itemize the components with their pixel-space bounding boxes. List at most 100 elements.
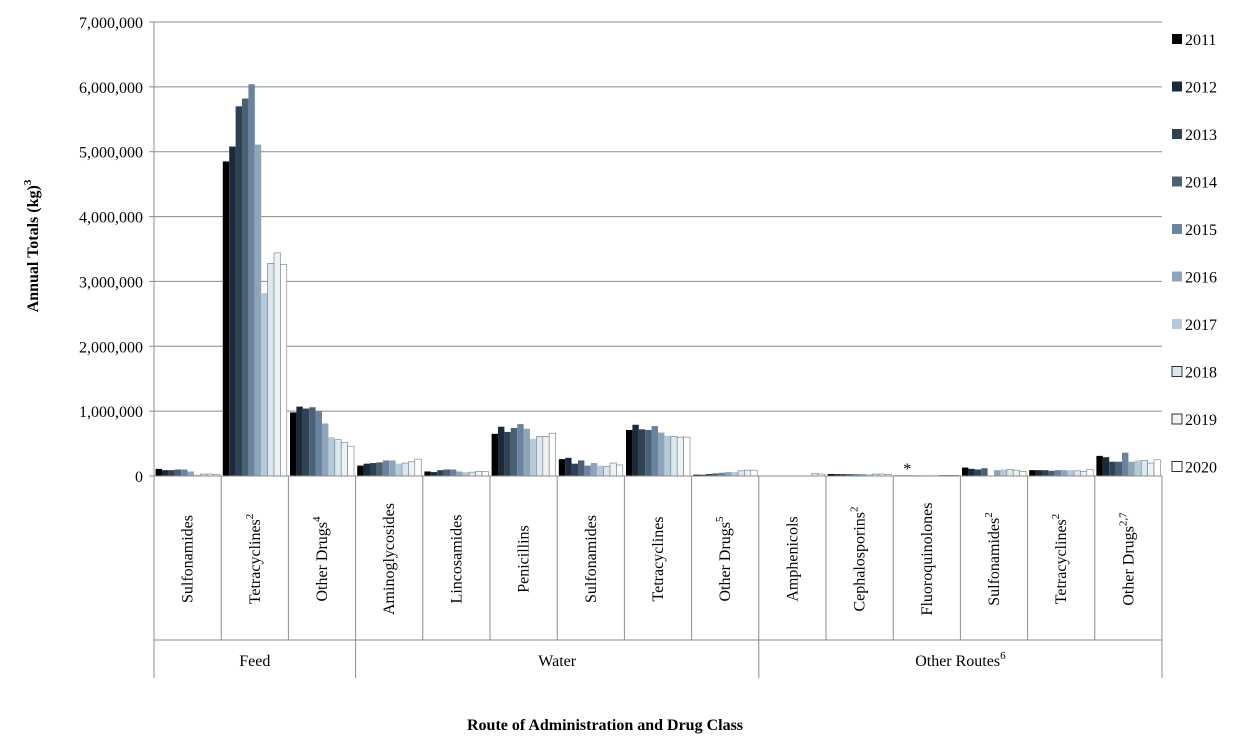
bar-2019 (542, 436, 550, 477)
x-category-label: Lincosamides (448, 515, 465, 604)
bar-2013 (504, 431, 511, 476)
x-category-label: Tetracyclines2 (244, 514, 264, 605)
legend-label-2012: 2012 (1185, 80, 1217, 97)
bar-2018 (468, 471, 476, 477)
y-tick-label: 5,000,000 (79, 145, 143, 162)
legend-swatch-2011 (1172, 34, 1182, 44)
y-axis-title-text: Annual Totals (kg) (25, 185, 42, 312)
bar-2013 (840, 474, 847, 476)
bar-2019 (1012, 469, 1020, 477)
legend-label-2019: 2019 (1185, 412, 1217, 429)
bar-2017 (597, 465, 604, 476)
bars: * (155, 84, 1161, 478)
x-category-label: Cephalosporins2 (849, 506, 869, 611)
bar-2013 (638, 429, 646, 476)
bar-2011 (626, 429, 633, 476)
bar-2015 (584, 465, 591, 476)
bar-2017 (1067, 470, 1074, 476)
bar-2019 (1080, 471, 1088, 477)
legend-swatch-2018 (1171, 366, 1183, 377)
bar-2014 (443, 469, 450, 476)
bar-2015 (1122, 452, 1129, 476)
bar-2016 (658, 432, 665, 476)
legend-swatch-2012 (1172, 81, 1182, 92)
bar-2017 (731, 472, 738, 476)
bar-2012 (968, 468, 975, 476)
x-axis: Sulfonamides Tetracyclines2 Other Drugs4 Am… (153, 475, 1163, 678)
bar-2020 (548, 432, 556, 477)
bar-2011 (962, 467, 969, 476)
legend-swatch-2019 (1171, 413, 1183, 425)
bar-2017 (328, 437, 335, 476)
bar-2015 (1054, 470, 1062, 476)
bar-2013 (1109, 461, 1116, 476)
bar-2011 (155, 468, 162, 476)
bar-2013 (974, 469, 982, 476)
y-tick-label: 3,000,000 (79, 274, 143, 291)
bar-2020 (347, 445, 355, 477)
x-category-label: Fluoroquinolones (919, 503, 936, 616)
legend-swatch-2013 (1172, 129, 1182, 139)
legend-swatch-2020 (1171, 461, 1183, 472)
bar-2011 (693, 474, 700, 476)
bar-2014 (376, 462, 383, 476)
bar-2013 (1042, 470, 1049, 476)
bar-2016 (389, 460, 396, 476)
bar-2012 (363, 463, 370, 476)
bar-2012 (632, 424, 639, 476)
legend-label-2011: 2011 (1185, 32, 1216, 49)
bar-2011 (290, 412, 297, 476)
bar-2016 (1061, 470, 1068, 476)
legend-swatch-2015 (1172, 224, 1182, 234)
x-category-label: Tetracyclines (650, 516, 667, 601)
bar-2012 (229, 146, 236, 476)
bar-2019 (1147, 462, 1155, 477)
y-axis-title-superscript: 3 (22, 179, 34, 185)
bar-2013 (302, 408, 310, 476)
y-axis-ticks: 0 1,000,000 2,000,000 3,000,000 4,000,000 5,0… (79, 15, 155, 486)
bar-2018 (603, 465, 611, 477)
bar-2014 (712, 473, 719, 476)
bar-2014 (846, 474, 854, 476)
bar-2016 (590, 463, 598, 476)
y-tick-label: 1,000,000 (79, 404, 143, 421)
bar-2015 (315, 411, 322, 476)
x-category-label: Tetracyclines2 (1050, 514, 1070, 605)
x-category-label: Other Drugs5 (714, 516, 734, 602)
legend-label-2016: 2016 (1185, 270, 1217, 287)
bar-2014 (510, 428, 518, 476)
y-axis-title: Annual Totals (kg)3 (22, 179, 42, 312)
legend-swatch-2017 (1172, 319, 1182, 329)
bar-2011 (558, 459, 566, 476)
bar-2013 (235, 106, 242, 476)
legend-label-2013: 2013 (1185, 127, 1217, 144)
bar-2017 (1134, 460, 1142, 476)
bar-2017 (261, 293, 268, 476)
bar-2018 (1140, 460, 1148, 477)
bar-2012 (430, 472, 438, 476)
bar-2016 (456, 471, 463, 476)
bar-note: * (903, 461, 911, 478)
bar-2017 (462, 472, 470, 476)
bar-2018 (670, 436, 678, 477)
bar-2012 (162, 470, 169, 476)
bar-2012 (834, 474, 841, 476)
bar-2011 (1096, 455, 1103, 476)
bar-2012 (498, 426, 505, 476)
bar-2020 (683, 436, 691, 477)
legend: 2011 2012 2013 2014 2015 2016 2017 2018 2019 2020 (1171, 32, 1217, 477)
bar-2019 (273, 252, 281, 477)
bar-2019 (609, 462, 617, 477)
bar-2018 (536, 436, 544, 477)
bar-2016 (187, 471, 194, 476)
legend-swatch-2014 (1172, 176, 1182, 187)
x-group-label: Water (538, 653, 576, 670)
bar-2012 (1102, 457, 1110, 476)
bar-2017 (866, 474, 873, 476)
bar-2014 (242, 98, 249, 476)
bar-2014 (578, 460, 585, 476)
bar-2018 (1073, 470, 1081, 477)
x-category-label: Penicillins (516, 525, 533, 593)
bar-2019 (408, 461, 416, 477)
